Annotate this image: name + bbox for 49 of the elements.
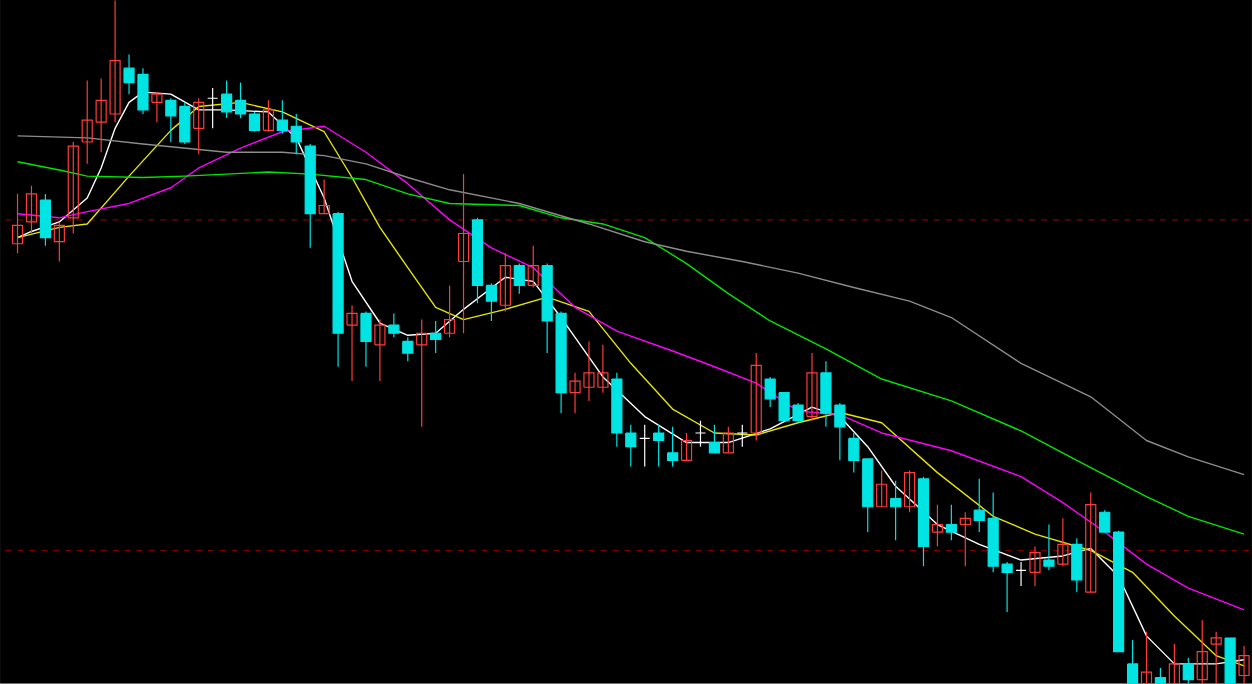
candlestick [736,424,748,448]
candlestick [499,252,511,313]
candlestick [931,504,944,548]
candlestick [11,193,24,255]
candlestick [318,179,330,215]
candlestick [1210,631,1222,684]
candlestick [680,432,693,462]
candlestick [67,141,79,235]
candlestick [402,336,414,363]
candlestick [513,263,525,295]
candlestick [1071,537,1083,593]
candlestick [653,424,665,468]
candlestick [39,193,52,247]
candlestick [708,424,721,454]
candlestick [374,319,386,382]
candlestick [1182,657,1194,684]
candlestick [1029,545,1041,587]
candlestick [1168,643,1180,684]
candlestick [443,284,456,339]
candlestick [1238,645,1250,684]
candlestick [1085,491,1097,593]
candlestick [25,185,38,235]
candlestick [388,313,400,339]
candlestick [416,319,428,428]
candlestick [903,470,916,513]
candlestick [193,97,205,156]
candlestick [889,480,902,541]
candlestick [694,420,707,448]
candlestick [959,511,971,567]
candlestick [876,470,888,508]
candlestick [457,173,470,335]
candlestick [1043,524,1055,572]
candlestick [639,424,651,468]
candlestick [1140,631,1153,684]
candlestick [53,221,65,263]
candlestick [360,310,372,368]
candlestick [262,99,275,133]
candlestick [945,504,957,541]
candlestick [527,245,539,289]
candlestick [346,304,358,382]
candlestick [151,91,163,123]
candlestick [722,426,734,454]
candlestick [430,320,442,354]
candlestick [806,352,818,422]
candlestick [1057,517,1069,567]
candlestick [666,426,679,468]
candlestick [750,352,762,442]
candlestick [1196,619,1208,684]
candlestick [1015,561,1027,587]
